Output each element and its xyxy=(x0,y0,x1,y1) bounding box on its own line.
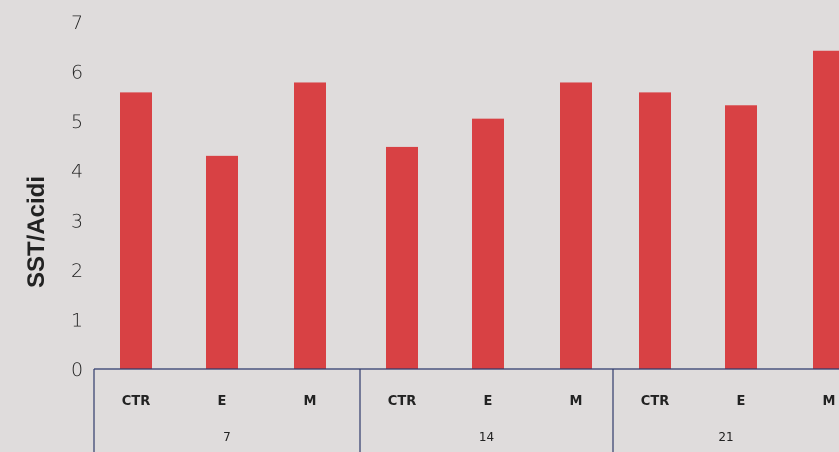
y-axis-label: SST/Acidi xyxy=(23,176,50,288)
x-group-label: 21 xyxy=(718,430,733,444)
x-axis: CTR E M 7 CTR E M 14 CTR E M 21 xyxy=(93,368,839,452)
x-category-label: E xyxy=(737,394,746,409)
bar xyxy=(813,50,839,369)
x-category-label: M xyxy=(823,394,836,409)
y-tick-label: 0 xyxy=(71,359,83,381)
bar xyxy=(639,92,671,370)
bars xyxy=(120,50,839,370)
y-tick-label: 3 xyxy=(71,210,83,232)
bar xyxy=(386,146,418,369)
bar xyxy=(206,155,238,369)
y-tick-label: 7 xyxy=(71,12,83,34)
y-tick-label: 2 xyxy=(71,260,83,282)
y-tick-label: 6 xyxy=(71,62,83,84)
x-group-label: 14 xyxy=(479,430,494,444)
x-category-label: M xyxy=(304,394,317,409)
y-tick-label: 5 xyxy=(71,111,83,133)
y-axis: 0 1 2 3 4 5 6 7 xyxy=(71,12,83,381)
y-tick-label: 4 xyxy=(71,161,83,183)
y-tick-label: 1 xyxy=(71,309,83,331)
bar xyxy=(120,92,152,370)
bar xyxy=(294,82,326,369)
x-category-label: E xyxy=(218,394,227,409)
x-category-label: CTR xyxy=(641,394,669,409)
bar xyxy=(560,82,592,369)
bar xyxy=(725,105,757,369)
x-category-label: CTR xyxy=(388,394,416,409)
bar xyxy=(472,118,504,370)
x-category-label: M xyxy=(570,394,583,409)
x-category-label: E xyxy=(484,394,493,409)
x-group-label: 7 xyxy=(223,430,231,444)
x-category-label: CTR xyxy=(122,394,150,409)
